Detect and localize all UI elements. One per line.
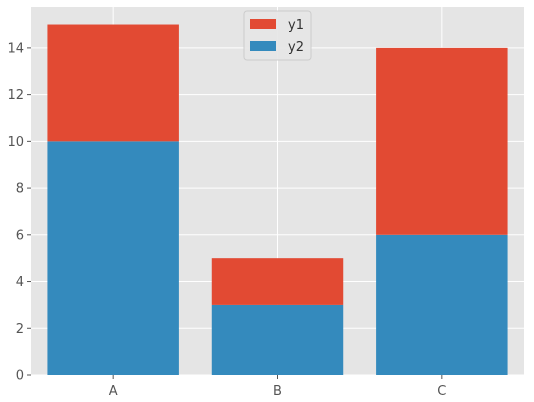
y-tick-label: 0 bbox=[16, 369, 24, 384]
x-tick-label-c: C bbox=[437, 384, 446, 399]
y-tick-label: 8 bbox=[16, 182, 24, 197]
axes: 0 2 4 6 8 10 12 14 A B C bbox=[7, 41, 446, 399]
legend-label-y1: y1 bbox=[288, 18, 304, 33]
y-tick-label: 2 bbox=[16, 322, 24, 337]
bar-y1-a bbox=[47, 24, 179, 142]
bar-y2-c bbox=[376, 234, 508, 375]
legend-swatch-y1 bbox=[250, 19, 276, 29]
bars bbox=[47, 24, 508, 375]
bar-y2-a bbox=[47, 141, 179, 375]
y-tick-label: 6 bbox=[16, 228, 24, 243]
x-tick-label-b: B bbox=[273, 384, 282, 399]
y-tick-label: 12 bbox=[7, 88, 24, 103]
y-tick-label: 14 bbox=[7, 41, 24, 56]
bar-y1-c bbox=[376, 47, 508, 235]
y-tick-label: 10 bbox=[7, 135, 24, 150]
bar-y2-b bbox=[211, 304, 344, 375]
x-tick-label-a: A bbox=[109, 384, 118, 399]
legend-label-y2: y2 bbox=[288, 40, 304, 55]
bar-y1-b bbox=[211, 258, 344, 305]
y-tick-label: 4 bbox=[16, 275, 24, 290]
legend-swatch-y2 bbox=[250, 41, 276, 51]
